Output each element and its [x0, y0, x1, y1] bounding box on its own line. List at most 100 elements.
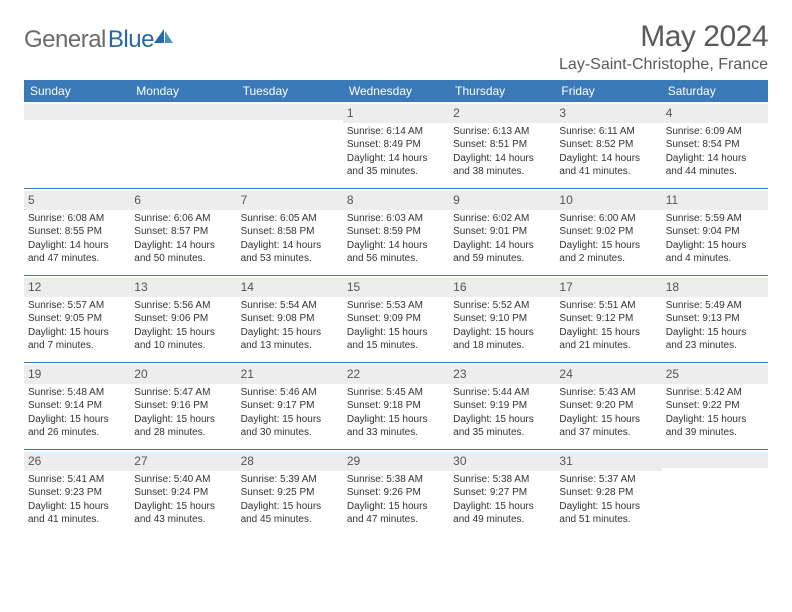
daylight-text: Daylight: 15 hours [28, 413, 126, 427]
daylight-text: Daylight: 15 hours [666, 326, 764, 340]
day-number-row: 25 [662, 365, 768, 384]
daylight-text: and 45 minutes. [241, 513, 339, 527]
sunrise-text: Sunrise: 5:53 AM [347, 299, 445, 313]
sunrise-text: Sunrise: 5:59 AM [666, 212, 764, 226]
day-number-row: 19 [24, 365, 130, 384]
daylight-text: Daylight: 15 hours [453, 326, 551, 340]
day-cell: 3Sunrise: 6:11 AMSunset: 8:52 PMDaylight… [555, 102, 661, 188]
day-number-row [130, 104, 236, 120]
daylight-text: and 4 minutes. [666, 252, 764, 266]
sunset-text: Sunset: 8:55 PM [28, 225, 126, 239]
sunset-text: Sunset: 9:12 PM [559, 312, 657, 326]
day-number-row: 30 [449, 452, 555, 471]
empty-cell [237, 102, 343, 188]
day-header-saturday: Saturday [662, 80, 768, 102]
day-number-row: 14 [237, 278, 343, 297]
sunset-text: Sunset: 9:28 PM [559, 486, 657, 500]
daylight-text: and 47 minutes. [347, 513, 445, 527]
daylight-text: and 49 minutes. [453, 513, 551, 527]
sunrise-text: Sunrise: 6:14 AM [347, 125, 445, 139]
daylight-text: Daylight: 15 hours [453, 413, 551, 427]
sunrise-text: Sunrise: 5:57 AM [28, 299, 126, 313]
day-number: 3 [559, 106, 566, 120]
day-cell: 24Sunrise: 5:43 AMSunset: 9:20 PMDayligh… [555, 363, 661, 449]
day-number-row: 26 [24, 452, 130, 471]
daylight-text: Daylight: 15 hours [347, 500, 445, 514]
title-block: May 2024 Lay-Saint-Christophe, France [559, 20, 768, 74]
sunset-text: Sunset: 8:57 PM [134, 225, 232, 239]
day-number-row [662, 452, 768, 468]
day-number-row: 4 [662, 104, 768, 123]
day-cell: 25Sunrise: 5:42 AMSunset: 9:22 PMDayligh… [662, 363, 768, 449]
logo-sail-icon [154, 29, 174, 45]
daylight-text: Daylight: 15 hours [241, 326, 339, 340]
sunrise-text: Sunrise: 5:40 AM [134, 473, 232, 487]
empty-cell [24, 102, 130, 188]
day-number-row: 20 [130, 365, 236, 384]
daylight-text: and 13 minutes. [241, 339, 339, 353]
daylight-text: Daylight: 15 hours [453, 500, 551, 514]
week-row: 12Sunrise: 5:57 AMSunset: 9:05 PMDayligh… [24, 275, 768, 362]
day-header-tuesday: Tuesday [237, 80, 343, 102]
day-cell: 11Sunrise: 5:59 AMSunset: 9:04 PMDayligh… [662, 189, 768, 275]
day-number: 22 [347, 367, 360, 381]
daylight-text: Daylight: 14 hours [453, 239, 551, 253]
day-cell: 14Sunrise: 5:54 AMSunset: 9:08 PMDayligh… [237, 276, 343, 362]
day-number-row [24, 104, 130, 120]
day-cell: 6Sunrise: 6:06 AMSunset: 8:57 PMDaylight… [130, 189, 236, 275]
day-header-wednesday: Wednesday [343, 80, 449, 102]
day-cell: 21Sunrise: 5:46 AMSunset: 9:17 PMDayligh… [237, 363, 343, 449]
empty-cell [130, 102, 236, 188]
day-number: 10 [559, 193, 572, 207]
daylight-text: Daylight: 15 hours [134, 326, 232, 340]
sunrise-text: Sunrise: 6:11 AM [559, 125, 657, 139]
sunset-text: Sunset: 9:02 PM [559, 225, 657, 239]
day-cell: 13Sunrise: 5:56 AMSunset: 9:06 PMDayligh… [130, 276, 236, 362]
day-cell: 15Sunrise: 5:53 AMSunset: 9:09 PMDayligh… [343, 276, 449, 362]
day-number: 24 [559, 367, 572, 381]
daylight-text: and 59 minutes. [453, 252, 551, 266]
sunrise-text: Sunrise: 5:44 AM [453, 386, 551, 400]
day-number: 8 [347, 193, 354, 207]
day-cell: 12 Sunrise: 5:57 AMSunset: 9:05 PMDayligh… [24, 276, 130, 362]
day-cell: 30Sunrise: 5:38 AMSunset: 9:27 PMDayligh… [449, 450, 555, 536]
daylight-text: and 21 minutes. [559, 339, 657, 353]
daylight-text: Daylight: 15 hours [347, 413, 445, 427]
daylight-text: Daylight: 15 hours [28, 326, 126, 340]
daylight-text: Daylight: 15 hours [28, 500, 126, 514]
sunrise-text: Sunrise: 5:38 AM [347, 473, 445, 487]
daylight-text: and 51 minutes. [559, 513, 657, 527]
day-number-row: 31 [555, 452, 661, 471]
day-number: 20 [134, 367, 147, 381]
day-header-sunday: Sunday [24, 80, 130, 102]
day-header-monday: Monday [130, 80, 236, 102]
day-number: 4 [666, 106, 673, 120]
day-header-friday: Friday [555, 80, 661, 102]
daylight-text: Daylight: 14 hours [347, 239, 445, 253]
sunrise-text: Sunrise: 5:48 AM [28, 386, 126, 400]
day-number: 23 [453, 367, 466, 381]
day-cell: 27Sunrise: 5:40 AMSunset: 9:24 PMDayligh… [130, 450, 236, 536]
day-number-row: 24 [555, 365, 661, 384]
sunrise-text: Sunrise: 5:51 AM [559, 299, 657, 313]
daylight-text: Daylight: 14 hours [28, 239, 126, 253]
day-number: 19 [28, 367, 41, 381]
daylight-text: and 39 minutes. [666, 426, 764, 440]
day-number-row: 28 [237, 452, 343, 471]
day-number: 9 [453, 193, 460, 207]
sunset-text: Sunset: 9:23 PM [28, 486, 126, 500]
daylight-text: and 33 minutes. [347, 426, 445, 440]
week-row: 19Sunrise: 5:48 AMSunset: 9:14 PMDayligh… [24, 362, 768, 449]
location: Lay-Saint-Christophe, France [559, 56, 768, 74]
sunrise-text: Sunrise: 5:41 AM [28, 473, 126, 487]
sunset-text: Sunset: 9:08 PM [241, 312, 339, 326]
day-number: 31 [559, 454, 572, 468]
sunset-text: Sunset: 9:24 PM [134, 486, 232, 500]
sunset-text: Sunset: 9:05 PM [28, 312, 126, 326]
daylight-text: Daylight: 14 hours [241, 239, 339, 253]
day-number: 11 [666, 193, 678, 207]
sunset-text: Sunset: 9:04 PM [666, 225, 764, 239]
day-number: 12 [28, 280, 41, 294]
sunrise-text: Sunrise: 5:42 AM [666, 386, 764, 400]
daylight-text: and 41 minutes. [559, 165, 657, 179]
